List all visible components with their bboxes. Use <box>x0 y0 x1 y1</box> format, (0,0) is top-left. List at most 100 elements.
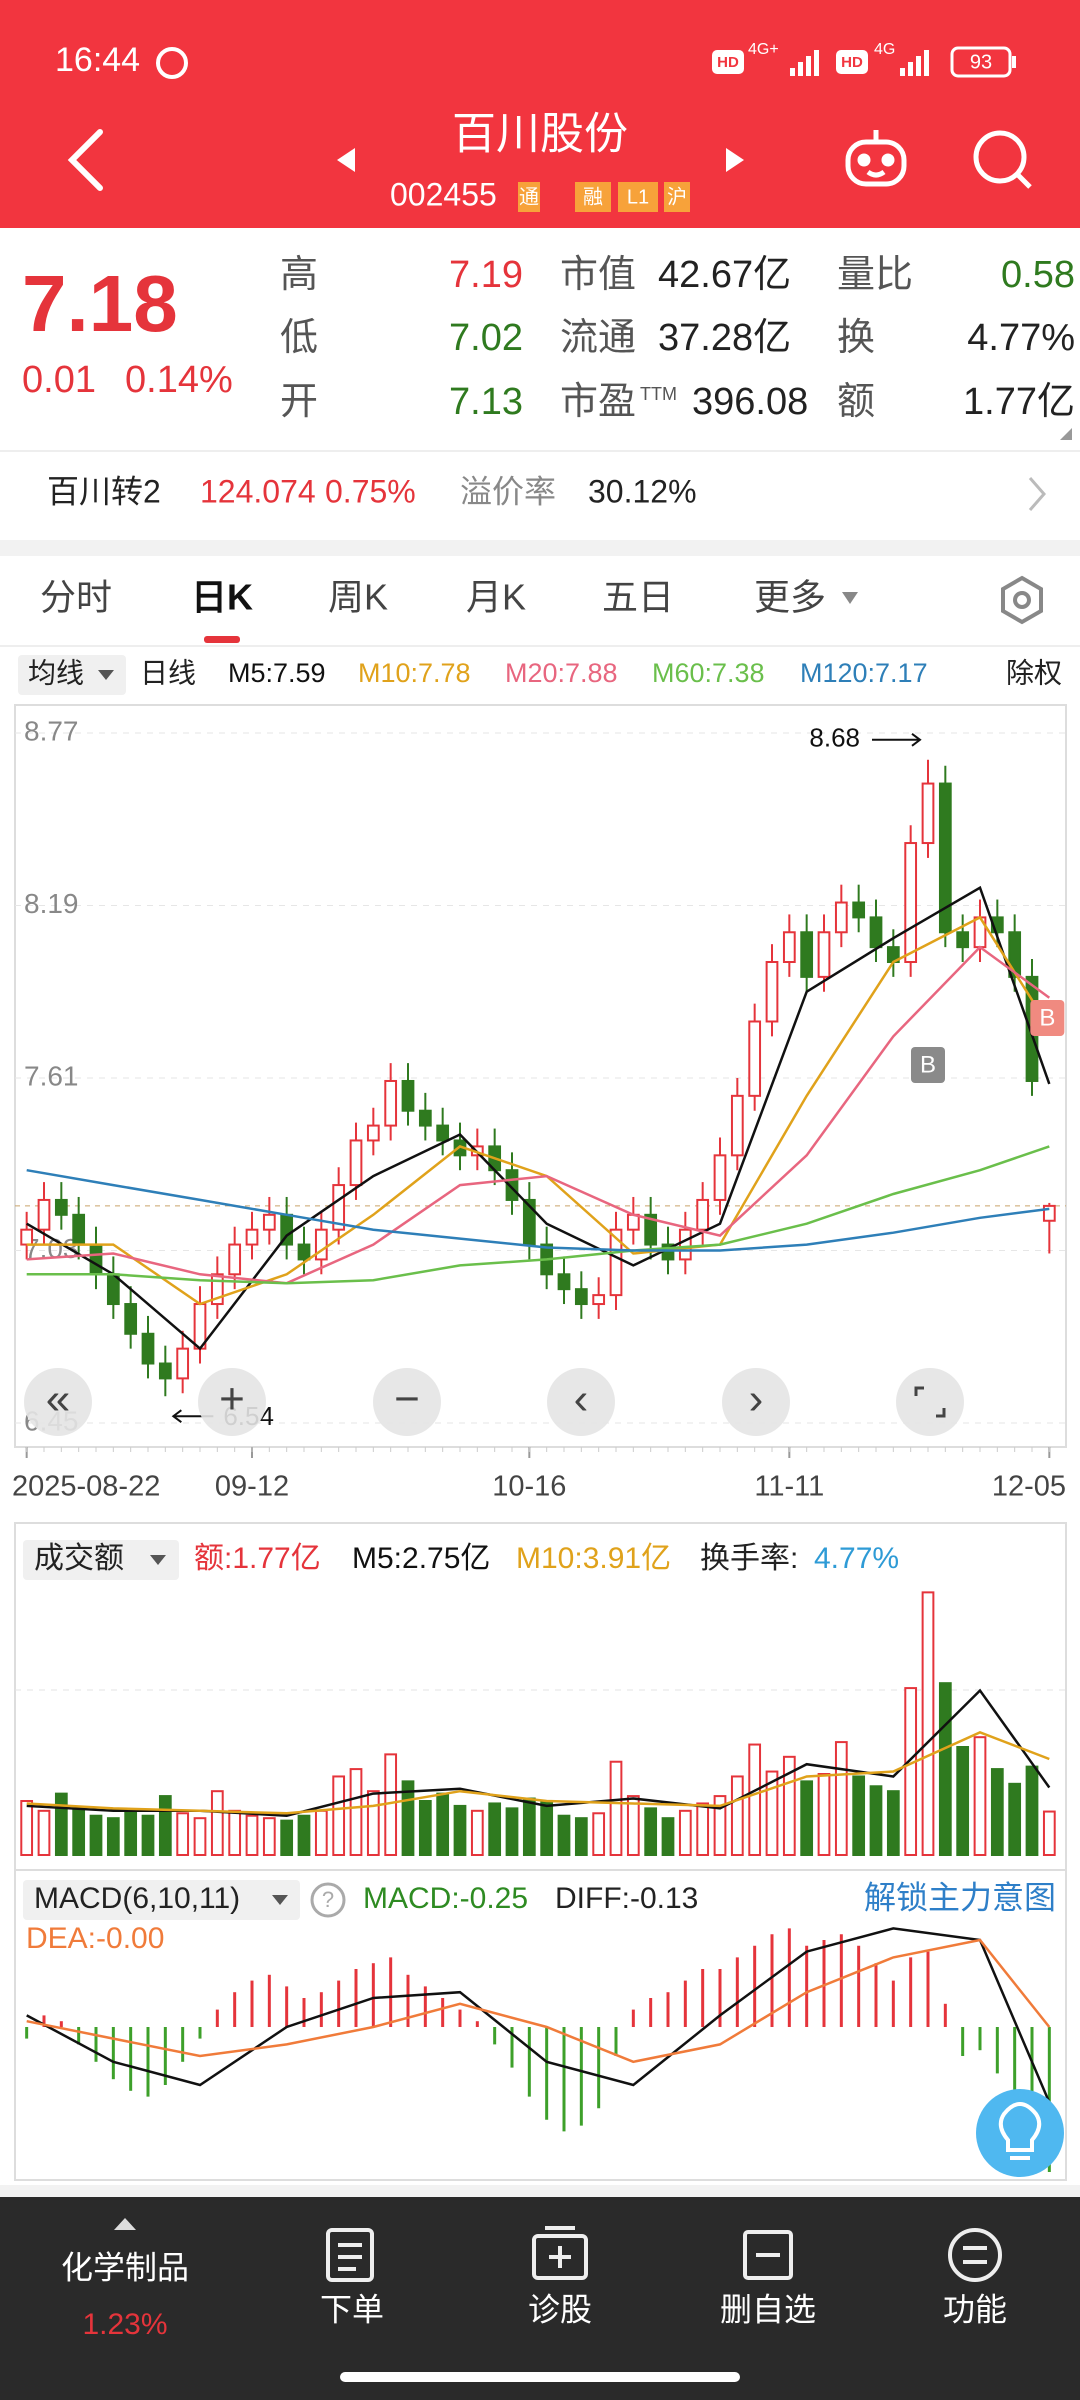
candle-body <box>609 1228 623 1297</box>
nav-item[interactable]: 功能 <box>943 2291 1007 2327</box>
chart-control-icon: « <box>46 1375 70 1424</box>
tag-badges: 通 融 L1 沪 <box>518 182 690 212</box>
bond-chevron[interactable] <box>1028 477 1046 511</box>
volume-bar <box>453 1804 467 1856</box>
volume-bar <box>1042 1810 1056 1857</box>
signal-icon-part <box>924 50 929 76</box>
unlock-link[interactable]: 解锁主力意图 <box>864 1879 1056 1915</box>
volume-bar <box>436 1792 450 1856</box>
candle-body <box>20 1228 34 1246</box>
candle-body <box>401 1079 415 1112</box>
candle-body <box>418 1109 432 1127</box>
chart-control[interactable] <box>24 1368 92 1436</box>
volume-dropdown[interactable] <box>23 1540 179 1580</box>
chart-control[interactable] <box>198 1368 266 1436</box>
sector-caret[interactable] <box>114 2218 136 2230</box>
volume-bar <box>973 1736 987 1856</box>
volume-bar <box>869 1785 883 1856</box>
caret <box>272 1895 288 1905</box>
nav-item[interactable]: 诊股 <box>528 2291 592 2327</box>
candle-body <box>713 1154 727 1201</box>
caret <box>150 1555 166 1565</box>
net-label: 4G <box>874 41 895 58</box>
candle-body <box>505 1169 519 1201</box>
robot-button[interactable] <box>845 130 907 187</box>
net-label: HD <box>841 54 863 71</box>
ma-line <box>26 1145 1050 1285</box>
volume-bar <box>956 1746 970 1856</box>
volume-bar <box>297 1814 311 1857</box>
arrow-head <box>171 1409 182 1424</box>
chart-control-icon: − <box>394 1375 420 1424</box>
ma-dropdown-label: 均线 <box>28 657 84 688</box>
nav-item[interactable]: 删自选 <box>720 2291 816 2327</box>
volume-bar <box>418 1800 432 1856</box>
trade-marker[interactable] <box>1030 1000 1065 1036</box>
tag <box>575 182 611 212</box>
volume-bar <box>176 1812 190 1856</box>
tab[interactable]: 五日 <box>602 577 674 618</box>
candle-body <box>800 931 814 978</box>
tab[interactable]: 周K <box>328 577 388 618</box>
volume-bar <box>800 1780 814 1857</box>
volume-bar <box>245 1814 259 1857</box>
volume-bar <box>782 1755 796 1857</box>
volume-bar <box>748 1743 762 1856</box>
volume-bar <box>193 1817 207 1856</box>
premium-value: 30.12% <box>588 473 697 509</box>
nav-item[interactable]: 下单 <box>320 2291 384 2327</box>
stock-name: 百川股份 <box>452 110 628 159</box>
quote-label: 换 <box>837 317 875 359</box>
volume-bar <box>158 1795 172 1857</box>
clock: 16:44 <box>55 41 140 79</box>
hint-icon <box>998 2101 1042 2160</box>
candle-body <box>696 1198 710 1231</box>
macd-dropdown[interactable] <box>23 1880 300 1920</box>
ma-dropdown[interactable] <box>18 655 126 695</box>
candle-body <box>1008 931 1022 978</box>
settings-button[interactable] <box>1001 575 1043 625</box>
adjust-button[interactable]: 除权 <box>1006 657 1062 688</box>
hint-button[interactable] <box>976 2089 1064 2177</box>
x-tick-label: 12-05 <box>992 1471 1066 1503</box>
volume-bar <box>713 1795 727 1857</box>
chart-control[interactable] <box>373 1368 441 1436</box>
nav-icons-part <box>948 2228 1002 2282</box>
volume-bar <box>280 1819 294 1856</box>
back-button[interactable] <box>67 129 103 191</box>
x-tick-label: 2025-08-22 <box>12 1471 160 1503</box>
candle-body <box>592 1294 606 1306</box>
x-tick-label: 11-11 <box>754 1471 824 1503</box>
tab[interactable]: 分时 <box>40 577 112 618</box>
ma-line <box>26 1168 1050 1252</box>
more-caret[interactable] <box>842 592 858 604</box>
high-label: 8.68 <box>809 723 860 753</box>
legend-item: DEA:-0.00 <box>26 1922 164 1955</box>
tab[interactable]: 更多 <box>754 577 826 618</box>
volume-bar <box>210 1790 224 1856</box>
volume-bar <box>696 1802 710 1857</box>
candle-body <box>384 1079 398 1127</box>
tab[interactable]: 月K <box>466 577 526 618</box>
help-icon[interactable] <box>310 1882 346 1918</box>
chart-control[interactable] <box>547 1368 615 1436</box>
search-button[interactable] <box>973 130 1032 189</box>
legend-item: DIFF:-0.13 <box>555 1882 698 1915</box>
y-tick-label: 8.19 <box>24 888 79 919</box>
tab[interactable]: 日K <box>191 577 253 618</box>
chart-control[interactable] <box>722 1368 790 1436</box>
volume-bar <box>609 1760 623 1857</box>
sector-name[interactable]: 化学制品 <box>61 2249 189 2285</box>
expand-corner[interactable] <box>1060 428 1072 440</box>
next-stock[interactable] <box>726 148 744 172</box>
trade-marker[interactable] <box>911 1047 945 1083</box>
volume-bar <box>106 1817 120 1856</box>
chart-control[interactable] <box>896 1368 964 1436</box>
nav-icons-part <box>532 2234 588 2280</box>
prev-stock[interactable] <box>337 148 355 172</box>
candle-body <box>938 782 952 934</box>
legend-item: M120:7.17 <box>800 658 928 688</box>
candle-body <box>644 1213 658 1246</box>
last-price: 7.18 <box>22 259 178 348</box>
